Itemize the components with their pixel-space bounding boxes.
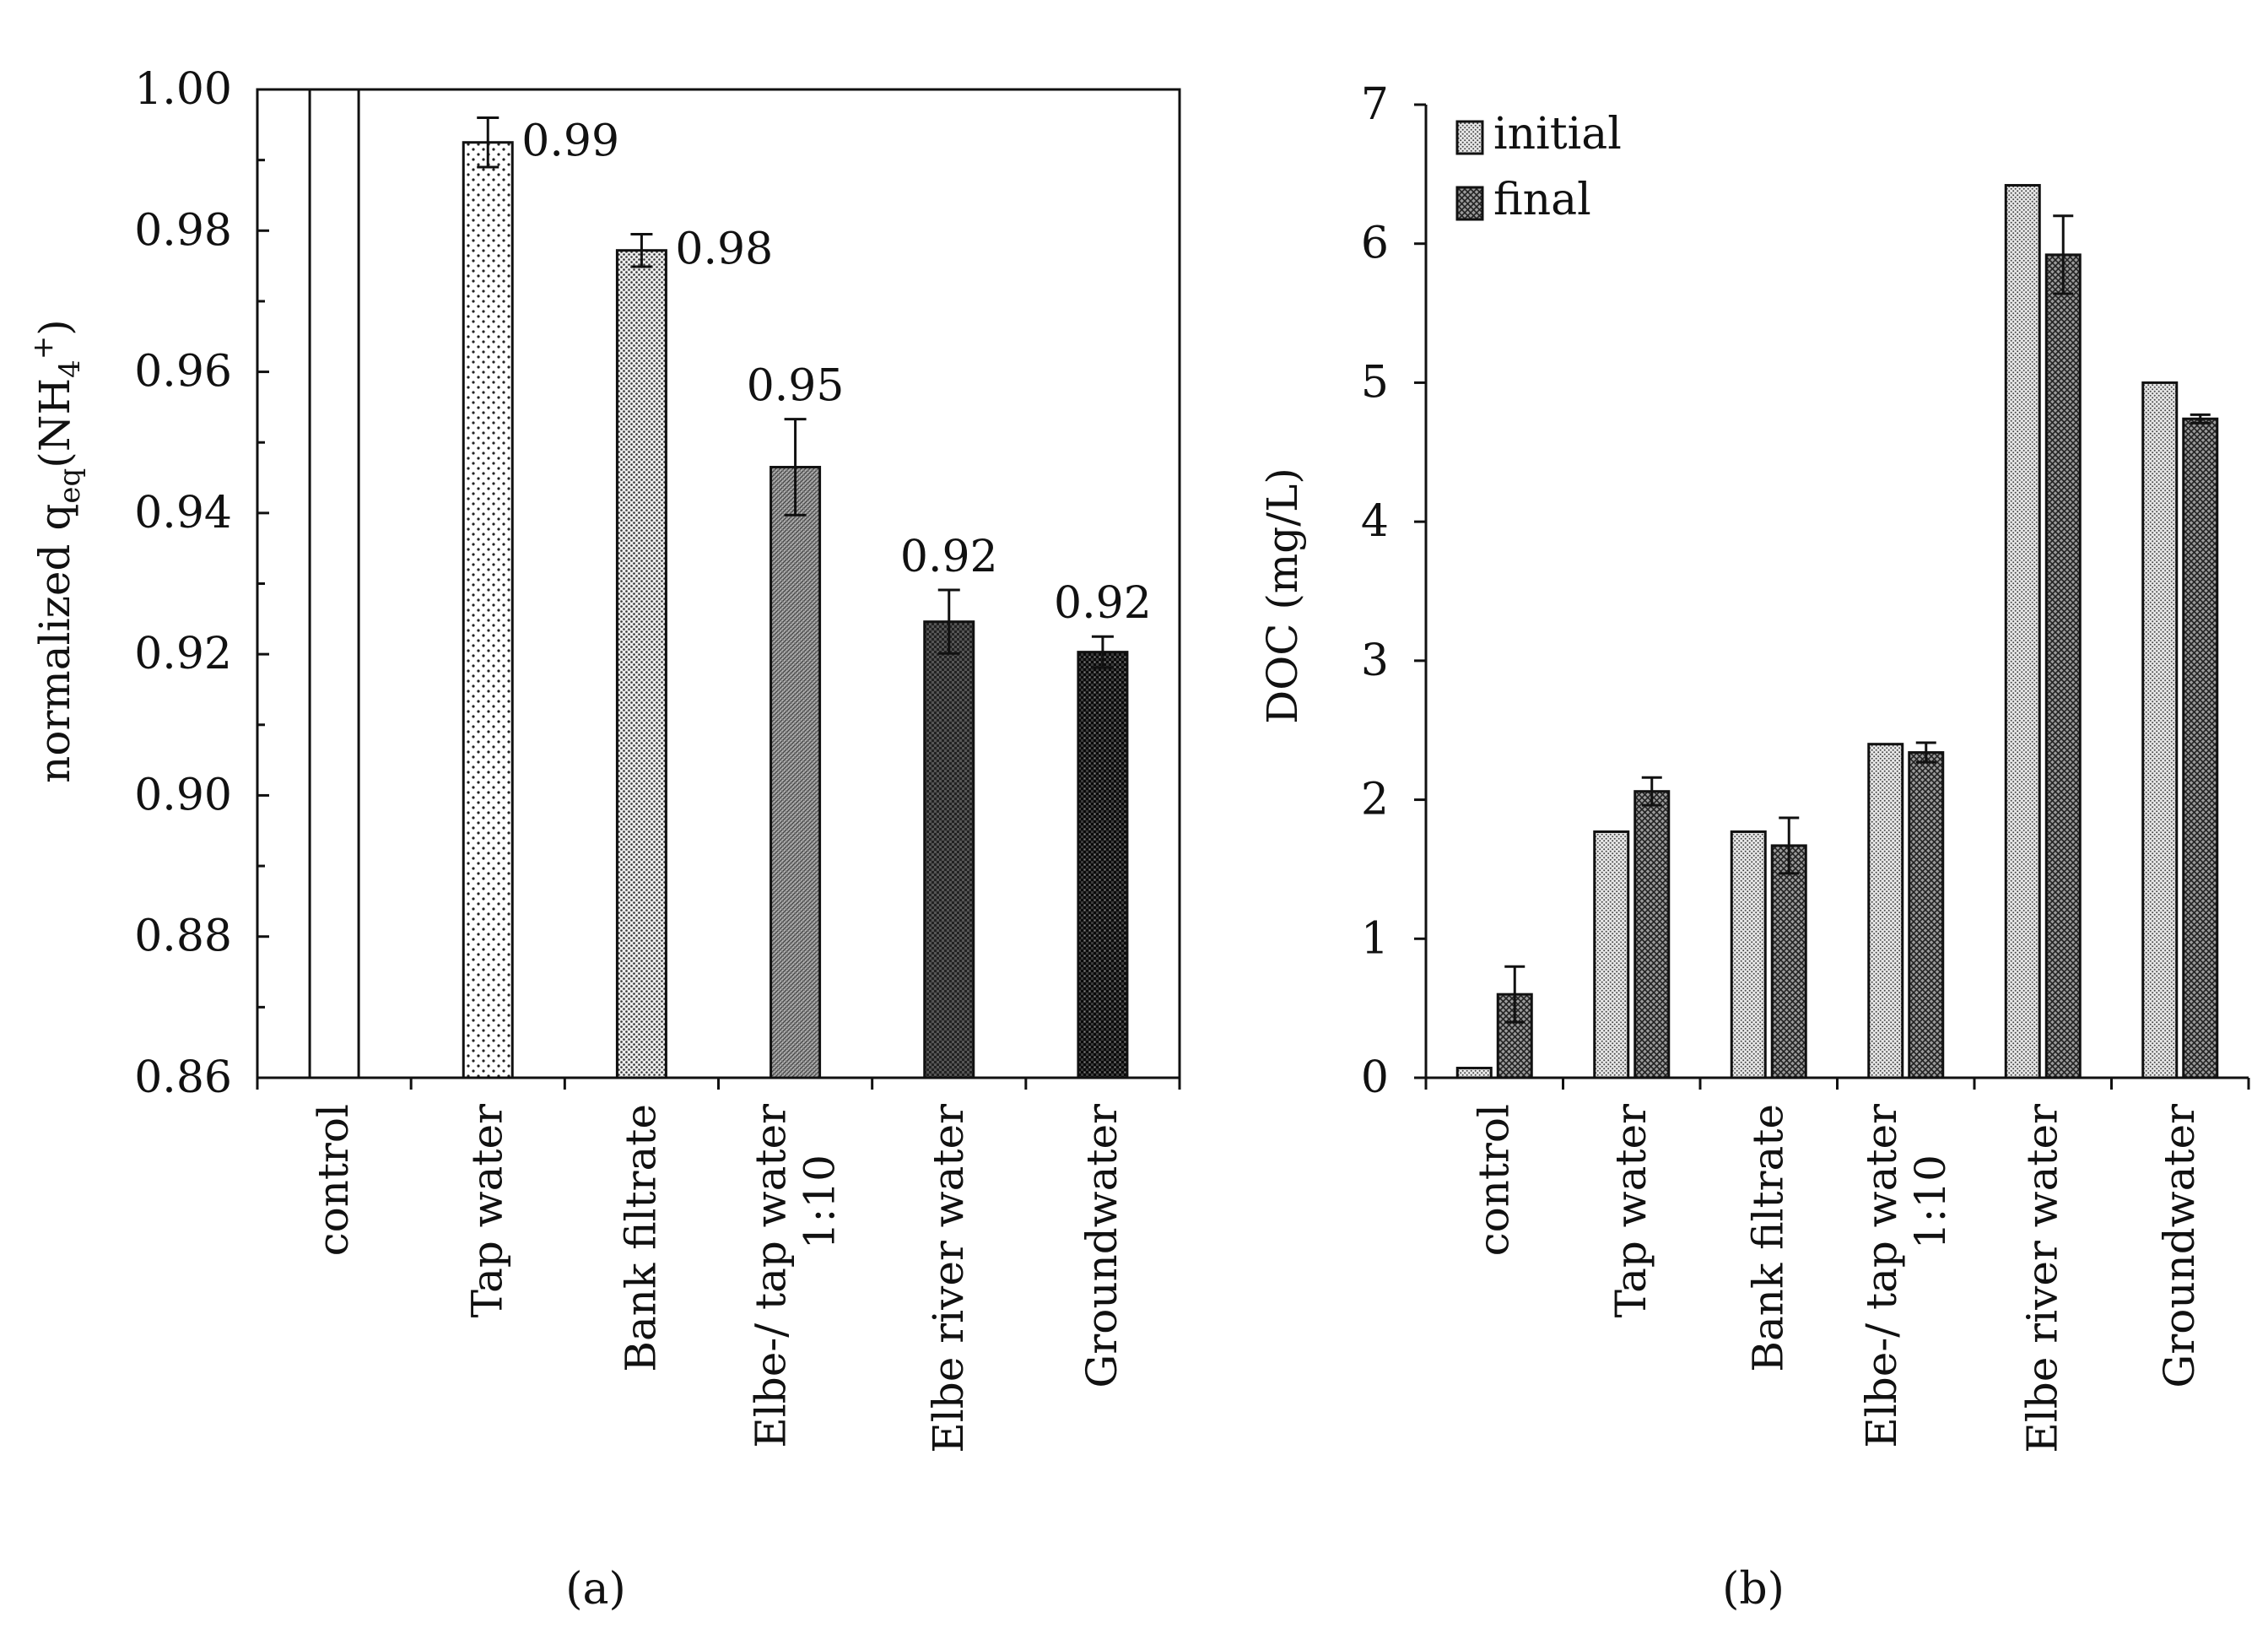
chart-a-data-labels: 0.99 0.98 0.95 0.92 0.92 <box>521 116 1152 629</box>
chart-b-x-tick-label: Elbe river water <box>2017 1104 2066 1453</box>
chart-a-x-tick-label: Tap water <box>462 1104 511 1317</box>
chart-a-y-tick-label: 0.90 <box>134 770 232 820</box>
chart-b-legend: initial final <box>1455 109 1622 225</box>
chart-a-axes <box>256 88 1181 1090</box>
chart-a-data-label: 0.92 <box>1054 578 1152 629</box>
chart-b-y-tick-label: 0 <box>1361 1052 1389 1103</box>
chart-b-y-tick-labels: 0 1 2 3 4 5 6 7 <box>1361 79 1389 1103</box>
chart-a-x-tick-label: Groundwater <box>1077 1104 1126 1388</box>
chart-a-y-tick-label: 0.96 <box>134 347 232 398</box>
chart-a-x-tick-label-line: control <box>309 1104 358 1256</box>
chart-b-x-tick-label: control <box>1469 1104 1518 1256</box>
chart-b-y-tick-label: 2 <box>1361 775 1389 825</box>
chart-a-bar <box>770 465 822 1079</box>
chart-a-bar <box>462 141 514 1079</box>
chart-b-x-tick-label-line: control <box>1469 1104 1518 1256</box>
chart-a-data-label: 0.98 <box>675 224 773 275</box>
chart-a-x-tick-label: Elbe-/ tap water1:10 <box>747 1104 845 1448</box>
chart-b-bar-initial <box>1455 1066 1493 1079</box>
chart-a-y-tick-label: 0.94 <box>134 488 232 538</box>
chart-b-bar-initial <box>1593 830 1630 1079</box>
chart-b-y-tick-label: 1 <box>1361 913 1389 964</box>
chart-a-bar <box>923 620 975 1079</box>
chart-a-y-tick-label: 0.88 <box>134 911 232 962</box>
chart-b-x-tick-label-line: Tap water <box>1606 1104 1655 1317</box>
chart-b-y-tick-label: 6 <box>1361 219 1389 269</box>
chart-a-x-tick-label-line: 1:10 <box>796 1155 845 1249</box>
chart-a-data-label: 0.95 <box>747 361 845 412</box>
chart-b-legend-label: final <box>1493 175 1591 225</box>
chart-b-bar-final <box>1634 790 1671 1079</box>
chart-a-x-tick-label-line: Bank filtrate <box>616 1104 665 1372</box>
chart-b-bar-initial <box>2141 381 2179 1079</box>
chart-panel-a: 0.990.980.950.920.92 0.860.880.900.920.9… <box>26 64 1181 1615</box>
chart-b-x-tick-label-line: Elbe-/ tap water <box>1857 1104 1906 1448</box>
chart-a-x-tick-label-line: Elbe river water <box>924 1104 973 1453</box>
chart-b-x-tick-label: Elbe-/ tap water1:10 <box>1857 1104 1955 1448</box>
chart-b-bar-initial <box>2004 184 2041 1079</box>
chart-b-legend-swatch-final <box>1455 186 1484 221</box>
chart-panel-b: 0 1 2 3 4 5 6 7 control Tap water Bank filtrate El… <box>1258 79 2250 1615</box>
chart-a-x-tick-label-line: Elbe-/ tap water <box>747 1104 796 1448</box>
chart-b-legend-swatch-initial <box>1455 120 1484 155</box>
chart-a-y-tick-label: 0.92 <box>134 629 232 679</box>
chart-a-y-tick-label: 0.86 <box>134 1052 232 1103</box>
chart-b-bar-final <box>1770 844 1807 1079</box>
chart-b-x-tick-label-line: Bank filtrate <box>1743 1104 1792 1372</box>
chart-b-x-tick-label: Groundwater <box>2155 1104 2204 1388</box>
chart-b-legend-label: initial <box>1493 109 1622 160</box>
chart-b-bar-final <box>1908 751 1945 1079</box>
chart-b-bars <box>1455 184 2219 1079</box>
chart-b-y-tick-label: 7 <box>1361 79 1389 130</box>
chart-a-bar <box>1077 651 1129 1079</box>
chart-b-bar-final <box>2182 417 2219 1079</box>
chart-a-data-label: 0.99 <box>521 116 619 167</box>
chart-a-x-tick-label: control <box>309 1104 358 1256</box>
chart-a-bar <box>308 88 360 1079</box>
chart-a-error-bars <box>477 116 1114 669</box>
chart-a-x-tick-label-line: Tap water <box>462 1104 511 1317</box>
chart-a-y-tick-label: 1.00 <box>134 64 232 115</box>
chart-b-x-tick-label-line: Groundwater <box>2155 1104 2204 1388</box>
chart-b-bar-final <box>2044 253 2082 1079</box>
chart-b-x-tick-label-line: 1:10 <box>1906 1155 1955 1249</box>
chart-b-x-tick-label: Bank filtrate <box>1743 1104 1792 1372</box>
chart-b-y-tick-label: 3 <box>1361 636 1389 686</box>
chart-a-x-tick-labels: control Tap water Bank filtrate Elbe-/ tap … <box>309 1104 1126 1453</box>
chart-a-y-axis-label: normalized qeq(NH4+) <box>26 319 87 783</box>
chart-a-x-tick-label: Bank filtrate <box>616 1104 665 1372</box>
chart-a-x-tick-label: Elbe river water <box>924 1104 973 1453</box>
chart-a-panel-label: (a) <box>565 1564 626 1615</box>
chart-b-y-axis-label: DOC (mg/L) <box>1258 468 1307 724</box>
chart-b-axes <box>1414 103 2250 1090</box>
chart-b-error-bars <box>1504 214 2211 1024</box>
chart-a-y-tick-label: 0.98 <box>134 205 232 256</box>
chart-b-y-tick-label: 5 <box>1361 357 1389 408</box>
chart-b-bar-initial <box>1730 830 1767 1079</box>
chart-b-bar-initial <box>1867 743 1904 1079</box>
chart-b-x-tick-label-line: Elbe river water <box>2017 1104 2066 1453</box>
chart-a-x-tick-label-line: Groundwater <box>1077 1104 1126 1388</box>
chart-b-x-tick-label: Tap water <box>1606 1104 1655 1317</box>
chart-b-x-tick-labels: control Tap water Bank filtrate Elbe-/ tap … <box>1469 1104 2204 1453</box>
chart-b-panel-label: (b) <box>1722 1564 1785 1615</box>
chart-a-data-label: 0.92 <box>900 532 998 582</box>
chart-a-bar <box>615 249 667 1079</box>
chart-b-y-tick-label: 4 <box>1361 496 1389 547</box>
chart-a-y-tick-labels: 0.86 0.88 0.90 0.92 0.94 0.96 0.98 1.00 <box>134 64 232 1103</box>
